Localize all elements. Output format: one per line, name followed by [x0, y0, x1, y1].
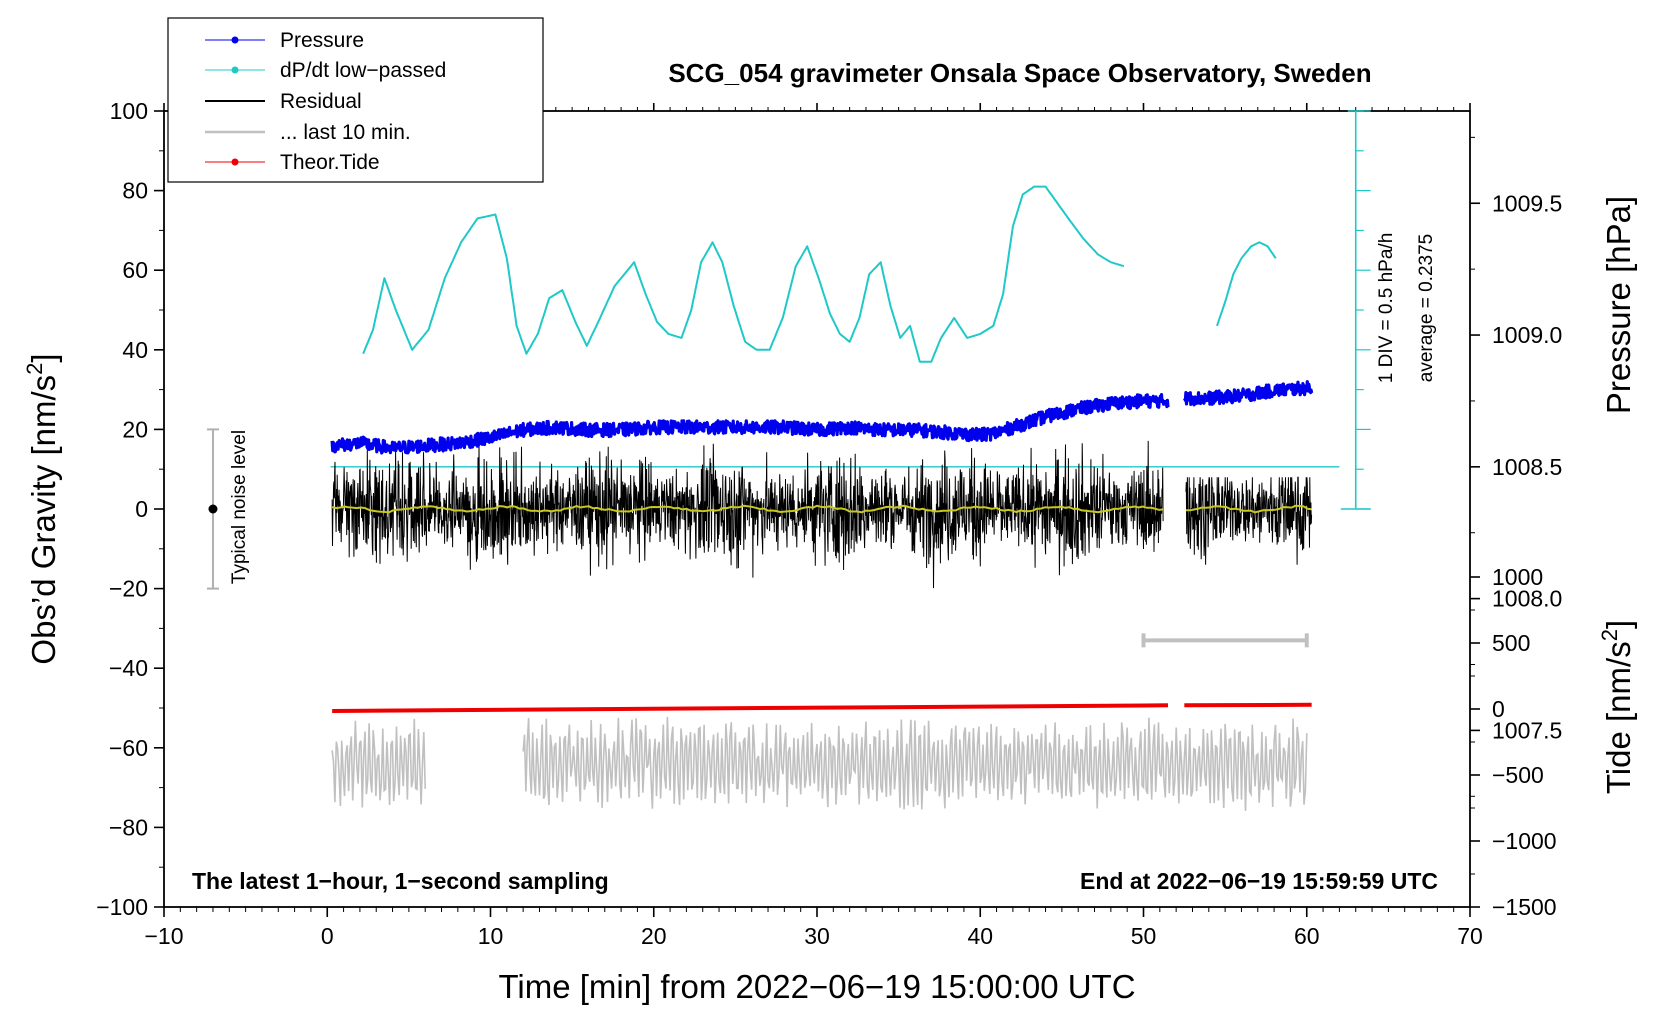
y-label-tide-sup: 2 [1597, 629, 1622, 641]
pressure-segment-0 [330, 393, 1170, 455]
axis-ticks: −10 0 10 20 30 40 50 60 70−100−80−60−40−20020406… [96, 98, 1562, 949]
tide-tick-label-1: −1000 [1492, 828, 1557, 854]
x-tick-label-7: 60 [1294, 923, 1320, 949]
x-tick-label-6: 50 [1131, 923, 1157, 949]
y-label-tide-main: Tide [nm/s [1600, 641, 1637, 794]
y-axis-label-tide: Tide [nm/s2] [1597, 620, 1637, 794]
tide-tick-label-5: 1000 [1492, 564, 1543, 590]
pressure-segment-1 [1182, 380, 1314, 407]
y-tick-label-0: −100 [96, 894, 148, 920]
chart-title: SCG_054 gravimeter Onsala Space Observat… [668, 58, 1371, 88]
y-tick-label-8: 60 [122, 257, 148, 283]
x-tick-label-4: 30 [804, 923, 830, 949]
residual-segment-1 [1185, 476, 1313, 565]
tide-tick-label-2: −500 [1492, 762, 1544, 788]
legend: Pressure dP/dt low−passed Residual ... l… [167, 17, 544, 183]
y-tick-label-4: −20 [109, 576, 148, 602]
y-label-left-end: ] [25, 353, 62, 362]
tide-tick-label-3: 0 [1492, 696, 1505, 722]
dpdt-segment-1 [1216, 241, 1277, 327]
legend-tide-marker [231, 158, 239, 166]
legend-residual-label: Residual [280, 90, 362, 113]
x-tick-label-8: 70 [1457, 923, 1483, 949]
y-label-left-main: Obs’d Gravity [nm/s [25, 375, 62, 665]
x-tick-label-3: 20 [641, 923, 667, 949]
x-axis-label: Time [min] from 2022−06−19 15:00:00 UTC [498, 968, 1135, 1005]
y-tick-label-3: −40 [109, 655, 148, 681]
y-tick-label-2: −60 [109, 735, 148, 761]
legend-last10-label: ... last 10 min. [280, 121, 411, 144]
pressure-tick-label-0: 1007.5 [1492, 717, 1562, 743]
x-tick-label-0: −10 [144, 923, 183, 949]
legend-tide-label: Theor.Tide [280, 151, 380, 174]
pressure-tick-label-3: 1009.0 [1492, 322, 1562, 348]
residual-trend-1 [1185, 504, 1312, 514]
end-time-note: End at 2022−06−19 15:59:59 UTC [1080, 868, 1438, 894]
y-axis-label-left: Obs’d Gravity [nm/s2] [22, 353, 62, 664]
x-tick-label-1: 0 [321, 923, 334, 949]
pressure-average-label: average = 0.2375 [1416, 234, 1437, 382]
legend-pressure-label: Pressure [280, 29, 364, 52]
y-tick-label-10: 100 [110, 98, 148, 124]
y-label-tide-end: ] [1600, 620, 1637, 629]
tide-segment-1 [1184, 702, 1312, 708]
y-label-left-sup: 2 [22, 363, 47, 375]
residual-trend-0 [331, 504, 1164, 514]
noise-indicator-point [208, 504, 218, 514]
pressure-tick-label-4: 1009.5 [1492, 190, 1562, 216]
noise-level-label: Typical noise level [229, 430, 250, 584]
pressure-tick-label-1: 1008.0 [1492, 586, 1562, 612]
x-tick-label-2: 10 [478, 923, 504, 949]
dpdt-segment-0 [362, 185, 1125, 363]
legend-dpdt-label: dP/dt low−passed [280, 59, 446, 82]
y-axis-label-pressure: Pressure [hPa] [1600, 196, 1637, 414]
pressure-scale-label: 1 DIV = 0.5 hPa/h [1376, 233, 1397, 384]
y-tick-label-9: 80 [122, 178, 148, 204]
sampling-note: The latest 1−hour, 1−second sampling [192, 868, 609, 894]
residual-segment-0 [331, 440, 1164, 589]
y-tick-label-5: 0 [135, 496, 148, 522]
x-tick-label-5: 40 [967, 923, 993, 949]
y-tick-label-7: 40 [122, 337, 148, 363]
legend-pressure-marker [231, 36, 239, 44]
y-tick-label-1: −80 [109, 814, 148, 840]
tide-segment-0 [332, 703, 1169, 713]
data-series [206, 110, 1371, 811]
last10-segment-1 [522, 716, 1308, 811]
tide-tick-label-4: 500 [1492, 630, 1530, 656]
last10-segment-0 [331, 718, 426, 808]
tide-tick-label-0: −1500 [1492, 894, 1557, 920]
y-tick-label-6: 20 [122, 416, 148, 442]
pressure-tick-label-2: 1008.5 [1492, 454, 1562, 480]
legend-dpdt-marker [231, 66, 239, 74]
